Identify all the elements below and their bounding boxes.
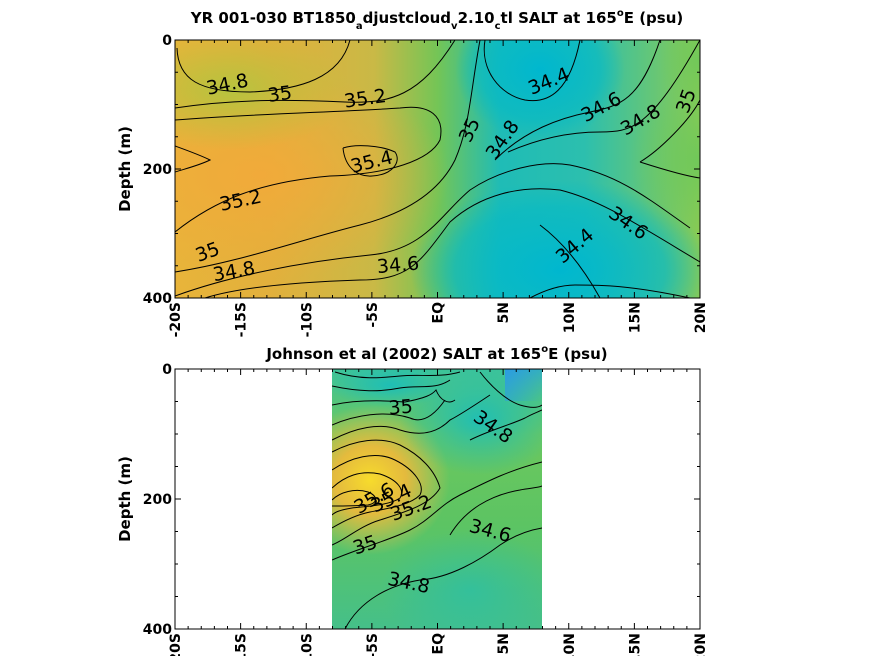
y-tick-label: 200 <box>143 492 172 508</box>
x-tick-label: 20N <box>693 302 709 333</box>
y-tick-label: 0 <box>162 362 172 378</box>
x-tick-label: -10S <box>299 302 315 337</box>
x-tick-label: -20S <box>168 302 184 337</box>
contour-label: 35 <box>266 82 293 107</box>
contour-label: 35 <box>388 395 414 419</box>
top-title: YR 001-030 BT1850adjustcloudv2.10ctl SAL… <box>190 8 684 32</box>
top-contours <box>175 40 700 298</box>
bottom-axis-ticks <box>174 368 701 630</box>
top-y-tick-labels: 0 200 400 <box>143 33 172 307</box>
x-tick-label: -20S <box>168 633 184 656</box>
bottom-panel: Johnson et al (2002) SALT at 165oE (psu) <box>116 344 709 656</box>
x-tick-label: -15S <box>234 633 250 656</box>
y-tick-label: 0 <box>162 33 172 49</box>
y-tick-label: 400 <box>143 622 172 638</box>
top-x-tick-labels: -20S -15S -10S -5S EQ 5N 10N 15N 20N <box>168 302 709 337</box>
x-tick-label: 20N <box>693 633 709 656</box>
bottom-y-axis-label: Depth (m) <box>116 456 134 542</box>
bottom-color-field <box>332 369 542 629</box>
bottom-title: Johnson et al (2002) SALT at 165oE (psu) <box>265 344 607 363</box>
top-y-axis-label: Depth (m) <box>116 126 134 212</box>
x-tick-label: 15N <box>627 302 643 333</box>
top-axis-ticks <box>174 39 701 299</box>
bottom-y-tick-labels: 0 200 400 <box>143 362 172 638</box>
x-tick-label: 10N <box>562 302 578 333</box>
y-tick-label: 400 <box>143 291 172 307</box>
x-tick-label: 10N <box>562 633 578 656</box>
x-tick-label: EQ <box>431 302 447 324</box>
x-tick-label: -5S <box>365 302 381 328</box>
x-tick-label: 5N <box>496 302 512 323</box>
x-tick-label: EQ <box>431 633 447 655</box>
x-tick-label: -5S <box>365 633 381 656</box>
x-tick-label: -15S <box>234 302 250 337</box>
contour-label: 34.6 <box>376 252 420 278</box>
top-panel: YR 001-030 BT1850adjustcloudv2.10ctl SAL… <box>116 8 709 337</box>
bottom-contours <box>332 371 542 629</box>
x-tick-label: -10S <box>299 633 315 656</box>
x-tick-label: 5N <box>496 633 512 654</box>
x-tick-label: 15N <box>627 633 643 656</box>
top-color-field <box>175 40 700 298</box>
bottom-x-tick-labels: -20S -15S -10S -5S EQ 5N 10N 15N 20N <box>168 633 709 656</box>
y-tick-label: 200 <box>143 162 172 178</box>
